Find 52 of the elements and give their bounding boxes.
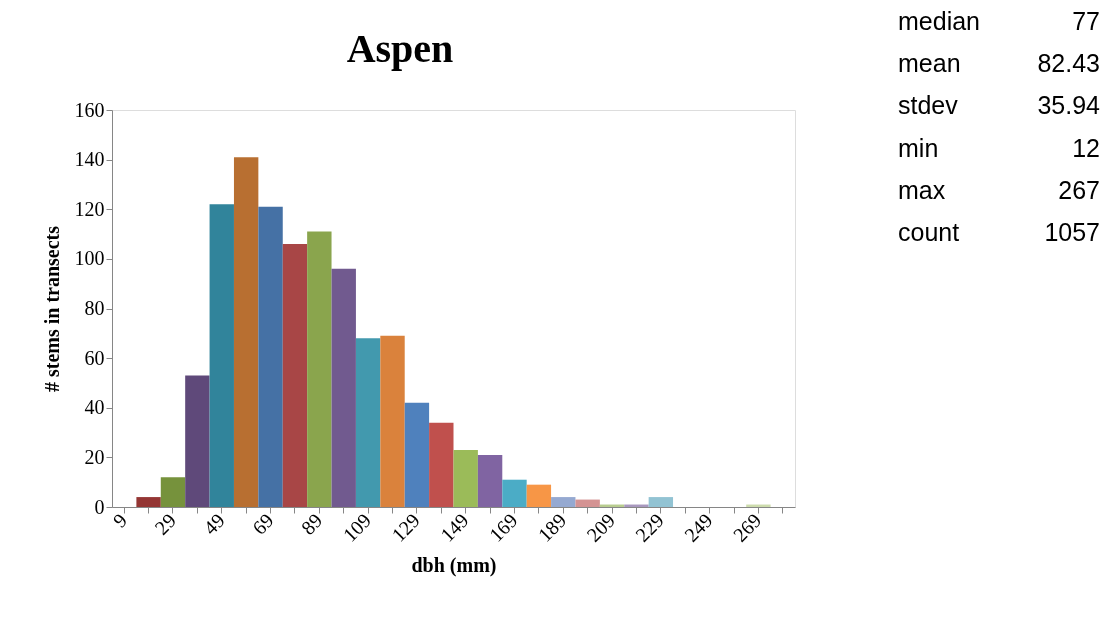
bar <box>648 497 674 507</box>
x-tick-label: 209 <box>582 509 620 546</box>
text: min 12 <box>898 133 1100 162</box>
bar <box>282 243 308 507</box>
x-tick-label: 69 <box>247 509 278 539</box>
x-tick-label: 189 <box>533 509 571 546</box>
bar <box>477 454 503 507</box>
x-tick-label: 89 <box>296 509 327 539</box>
bar <box>380 335 405 507</box>
chart-title: Aspen <box>346 26 454 71</box>
x-tick-label: 169 <box>484 509 522 546</box>
bar <box>185 375 210 507</box>
x-tick-label: 269 <box>728 509 766 546</box>
text: max 267 <box>898 175 1100 204</box>
y-tick-label: 40 <box>84 396 105 419</box>
x-axis-title: dbh (mm) <box>411 553 497 577</box>
x-tick-label: 229 <box>631 509 668 546</box>
bar <box>551 497 576 507</box>
bar <box>355 338 381 507</box>
text: count 1057 <box>898 218 1100 246</box>
y-tick-label: 80 <box>84 297 105 319</box>
y-axis-title: # stems in transects <box>40 225 63 393</box>
bar <box>404 402 430 507</box>
bar <box>331 268 356 507</box>
bar <box>575 499 600 507</box>
y-tick-label: 160 <box>74 98 105 121</box>
text: stdev 35.94 <box>898 91 1100 120</box>
x-tick-label: 129 <box>387 509 424 546</box>
text: mean 82.43 <box>898 49 1100 78</box>
y-tick-label: 20 <box>84 445 105 468</box>
x-tick-label: 249 <box>679 509 717 546</box>
bar <box>136 497 161 507</box>
bar <box>233 157 259 507</box>
y-tick-label: 140 <box>74 148 105 171</box>
bar <box>160 477 186 507</box>
bar <box>209 204 234 507</box>
x-tick-label: 49 <box>199 509 229 539</box>
bar <box>453 449 478 507</box>
bar <box>258 206 283 507</box>
y-tick-label: 100 <box>74 247 105 270</box>
bar <box>502 479 527 507</box>
y-tick-label: 0 <box>94 495 105 518</box>
y-tick-label: 60 <box>84 346 105 369</box>
bar <box>526 484 552 507</box>
x-tick-label: 29 <box>150 509 181 539</box>
x-tick-label: 109 <box>338 509 376 546</box>
bar <box>307 231 332 507</box>
x-tick-label: 149 <box>436 509 473 546</box>
y-tick-label: 120 <box>74 197 105 220</box>
bar <box>429 422 454 507</box>
x-tick-label: 9 <box>108 509 132 532</box>
text: median 77 <box>898 7 1100 35</box>
